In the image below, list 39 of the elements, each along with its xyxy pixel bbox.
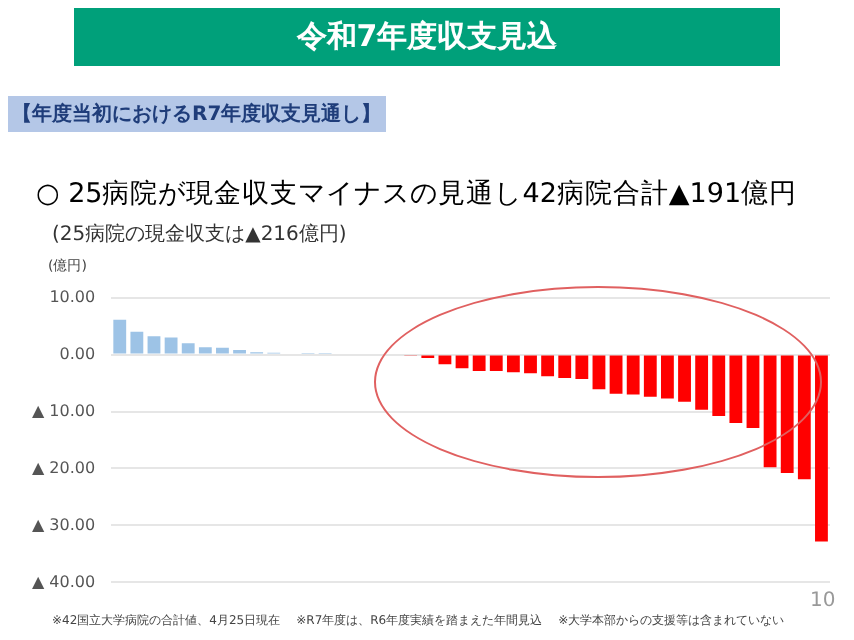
text: (25病院の現金収支は▲216億円) — [52, 221, 347, 248]
bar — [575, 355, 589, 380]
bar — [815, 355, 828, 542]
bar — [609, 355, 623, 394]
chart-subtitle: 【年度当初におけるR7年度収支見通し】 — [8, 96, 386, 132]
y-tick-label: ▲ 20.00 — [31, 458, 96, 477]
bar — [472, 355, 486, 372]
bar — [678, 355, 691, 402]
bar — [780, 355, 794, 474]
bar — [626, 355, 640, 395]
bar — [181, 343, 195, 354]
bar — [164, 337, 178, 354]
y-tick-label: 10.00 — [49, 287, 96, 306]
y-tick-label: ▲ 10.00 — [31, 401, 96, 420]
bar — [506, 355, 520, 373]
bar — [643, 355, 657, 397]
bar — [661, 355, 674, 399]
text: ○ 25病院が現金収支マイナスの見通し42病院合計▲191億円 — [36, 176, 798, 212]
bar — [489, 355, 503, 372]
bar — [695, 355, 709, 410]
bar — [712, 355, 726, 417]
bar — [729, 355, 743, 423]
bar — [763, 355, 777, 468]
bar — [147, 336, 161, 354]
y-tick-label: 0.00 — [59, 344, 96, 363]
bar — [130, 331, 144, 354]
bar — [797, 355, 811, 480]
y-tick-label: ▲ 40.00 — [31, 572, 96, 591]
bar — [746, 355, 760, 429]
bar — [558, 355, 572, 378]
chart-title: 令和7年度収支見込 — [74, 8, 780, 66]
bar — [113, 319, 127, 354]
bar — [216, 347, 229, 354]
bar — [524, 355, 537, 374]
bar — [592, 355, 606, 390]
bar — [198, 347, 212, 354]
text: 10 — [810, 590, 836, 612]
bar — [541, 355, 555, 377]
y-tick-label: ▲ 30.00 — [31, 515, 96, 534]
